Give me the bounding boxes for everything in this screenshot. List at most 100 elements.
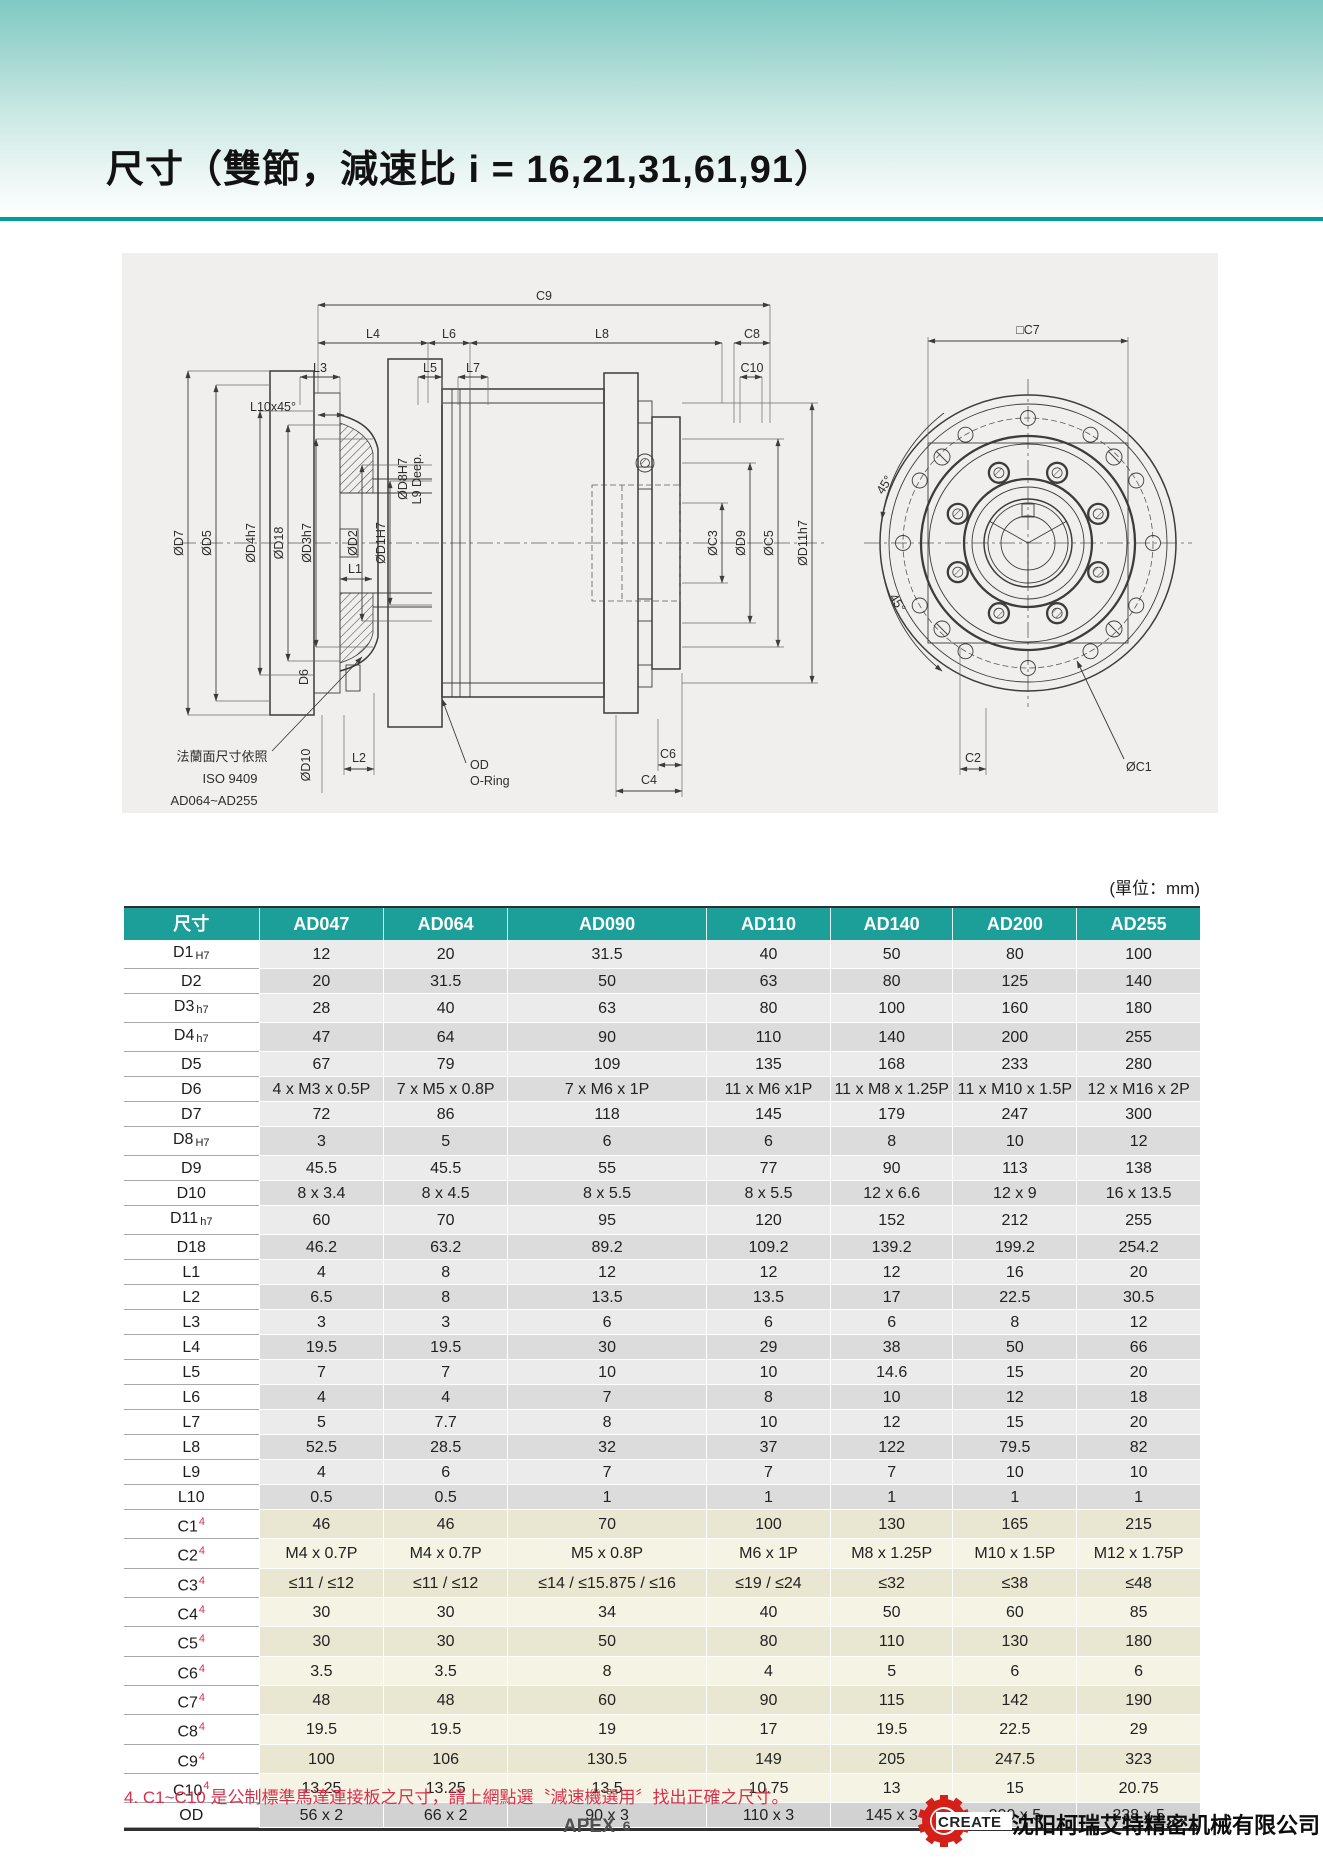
row-label: D11 h7 [124, 1206, 259, 1235]
cell: 179 [829, 1102, 953, 1127]
cell: 200 [952, 1023, 1077, 1052]
table-row: L10 0.5 0.5 1 1 1 1 1 [124, 1485, 1200, 1510]
dim-label-l10: L10x45° [250, 400, 296, 414]
cell: 12 [829, 1260, 953, 1285]
cell: 7 [829, 1460, 953, 1485]
cell: 48 [383, 1685, 508, 1716]
cell: 19.5 [383, 1335, 508, 1360]
cell: 7 x M6 x 1P [507, 1077, 707, 1102]
table-row: D5 67 79 109 135 168 233 280 [124, 1052, 1200, 1077]
cell: 215 [1076, 1510, 1200, 1540]
dim-label-d18: ØD18 [272, 527, 286, 560]
cell: 6 [706, 1310, 830, 1335]
cell: 79 [383, 1052, 508, 1077]
cell: 14.6 [829, 1360, 953, 1385]
cell: 20 [258, 969, 384, 994]
cell: 80 [829, 969, 953, 994]
gear-logo-icon: CREATE [918, 1795, 1012, 1847]
cell: 50 [829, 940, 953, 969]
cell: 56 x 2 [258, 1803, 384, 1829]
cell: 7 [507, 1460, 707, 1485]
dim-label-d10: ØD10 [299, 749, 313, 782]
dim-label-c2: C2 [965, 751, 981, 765]
page-footer-label: APEX 6 [563, 1816, 631, 1838]
cell: 120 [706, 1206, 830, 1235]
cell: 165 [952, 1510, 1077, 1540]
cell: 255 [1076, 1206, 1200, 1235]
table-row: L7 5 7.7 8 10 12 15 20 [124, 1410, 1200, 1435]
cell: 140 [1076, 969, 1200, 994]
cell: 109 [507, 1052, 707, 1077]
cell: 0.5 [258, 1485, 384, 1510]
table-row: D7 72 86 118 145 179 247 300 [124, 1102, 1200, 1127]
row-label: D9 [124, 1156, 259, 1181]
cell: 40 [383, 994, 508, 1023]
cell: 64 [383, 1023, 508, 1052]
cell: 6 [383, 1460, 508, 1485]
cell: 110 [829, 1627, 953, 1657]
cell: 7 [507, 1385, 707, 1410]
cell: 3 [258, 1310, 384, 1335]
dim-label-l6: L6 [442, 327, 456, 341]
cell: 10 [829, 1385, 953, 1410]
dim-label-d4: ØD4h7 [244, 523, 258, 563]
row-label: C74 [124, 1685, 259, 1716]
side-view [180, 358, 828, 728]
cell: 63 [706, 969, 830, 994]
cell: 100 [829, 994, 953, 1023]
row-label: L6 [124, 1385, 259, 1410]
cell: 30 [507, 1335, 707, 1360]
cell: 6.5 [258, 1285, 384, 1310]
row-label: L10 [124, 1485, 259, 1510]
dim-label-l9: L9 Deep. [410, 454, 424, 505]
cell: 63.2 [383, 1235, 508, 1260]
table-row: D1 H7 12 20 31.5 40 50 80 100 [124, 940, 1200, 969]
cell: 77 [706, 1156, 830, 1181]
dim-label-l1: L1 [348, 562, 362, 576]
flange-note-line1: 法蘭面尺寸依照 [176, 749, 267, 764]
cell: 12 x 9 [952, 1181, 1077, 1206]
table-header-row: 尺寸 AD047 AD064 AD090 AD110 AD140 AD200 A… [124, 908, 1200, 940]
cell: 15 [952, 1410, 1077, 1435]
front-view: □C7 45° 45° C2 ØC1 [864, 323, 1192, 775]
dim-label-d5: ØD5 [200, 530, 214, 556]
cell: 85 [1076, 1597, 1200, 1628]
cell: 3 [258, 1127, 384, 1156]
dim-label-c10: C10 [741, 361, 764, 375]
table-row: L9 4 6 7 7 7 10 10 [124, 1460, 1200, 1485]
side-view-dimensions: C9 L4 L6 L8 C8 L3 L5 L7 C10 L10x45° ØD7 … [170, 289, 818, 808]
cell: 70 [383, 1206, 508, 1235]
cell: 199.2 [952, 1235, 1077, 1260]
cell: 17 [706, 1715, 830, 1745]
cell: 10 [1076, 1460, 1200, 1485]
cell: 6 [706, 1127, 830, 1156]
row-label: C34 [124, 1568, 259, 1598]
cell: 46 [258, 1510, 384, 1540]
dim-label-c9: C9 [536, 289, 552, 303]
drawing-panel: C9 L4 L6 L8 C8 L3 L5 L7 C10 L10x45° ØD7 … [122, 253, 1218, 813]
cell: 4 [258, 1460, 384, 1485]
dim-label-l2: L2 [352, 751, 366, 765]
table-row: C34 ≤11 / ≤12 ≤11 / ≤12 ≤14 / ≤15.875 / ≤16… [124, 1568, 1200, 1598]
table-row: C84 19.5 19.5 19 17 19.5 22.5 29 [124, 1715, 1200, 1745]
cell: 30 [383, 1627, 508, 1657]
cell: 205 [829, 1744, 953, 1774]
cell: M4 x 0.7P [383, 1539, 508, 1569]
row-label: D18 [124, 1235, 259, 1260]
cell: 80 [706, 994, 830, 1023]
cell: 46 [383, 1510, 508, 1540]
dim-label-c3: ØC3 [706, 530, 720, 556]
cell: 233 [952, 1052, 1077, 1077]
cell: 8 [383, 1260, 508, 1285]
row-label: L1 [124, 1260, 259, 1285]
cell: 8 x 5.5 [706, 1181, 830, 1206]
cell: 138 [1076, 1156, 1200, 1181]
cell: 12 [507, 1260, 707, 1285]
cell: 63 [507, 994, 707, 1023]
table-row: C64 3.5 3.5 8 4 5 6 6 [124, 1656, 1200, 1686]
cell: 255 [1076, 1023, 1200, 1052]
cell: 50 [952, 1335, 1077, 1360]
dim-label-d8: ØD8H7 [396, 458, 410, 500]
table-row: D18 46.2 63.2 89.2 109.2 139.2 199.2 254.2 [124, 1235, 1200, 1260]
cell: 8 x 3.4 [258, 1181, 384, 1206]
